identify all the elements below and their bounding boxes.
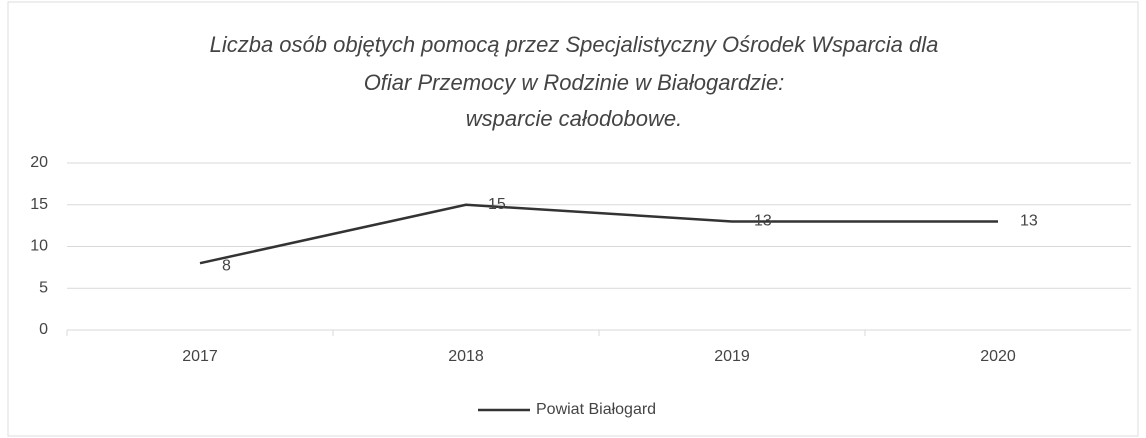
y-tick-label: 10: [30, 238, 48, 255]
line-series: [199, 203, 998, 265]
data-label: 13: [1020, 213, 1038, 230]
y-tick-label: 0: [39, 321, 48, 338]
chart-title: wsparcie całodobowe.: [466, 106, 682, 131]
x-tick-label: 2020: [980, 348, 1016, 365]
x-tick-label: 2018: [448, 348, 484, 365]
y-tick-label: 5: [39, 279, 48, 296]
chart-title: Ofiar Przemocy w Rodzinie w Białogardzie…: [364, 70, 785, 95]
chart-title: Liczba osób objętych pomocą przez Specja…: [210, 32, 939, 57]
chart-frame: [7, 1, 1139, 437]
data-label: 8: [222, 257, 231, 274]
data-label: 13: [754, 213, 772, 230]
legend-label: Powiat Białogard: [536, 401, 656, 418]
data-label: 15: [488, 196, 506, 213]
y-tick-label: 20: [30, 154, 48, 171]
x-tick-label: 2019: [714, 348, 750, 365]
x-tick-label: 2017: [182, 348, 218, 365]
y-tick-label: 15: [30, 196, 48, 213]
